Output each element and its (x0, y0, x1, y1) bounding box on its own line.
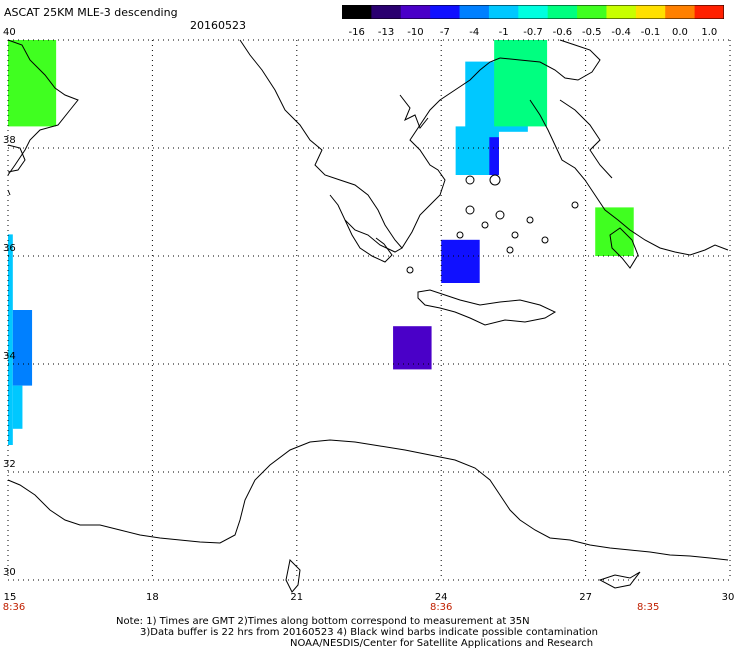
latitude-label: 32 (3, 459, 16, 470)
longitude-label: 15 (3, 592, 17, 603)
colorbar-label: -13 (377, 27, 395, 38)
latitude-label: 30 (3, 567, 16, 578)
colorbar-label: -4 (469, 27, 480, 38)
data-swath (489, 137, 499, 175)
latitude-label: 36 (3, 243, 16, 254)
colorbar-cell (665, 5, 696, 19)
colorbar-cell (430, 5, 461, 19)
data-swath (12, 385, 23, 429)
map-title: ASCAT 25KM MLE-3 descending (4, 6, 178, 19)
colorbar-label: -0.6 (552, 27, 573, 38)
colorbar-cell (459, 5, 490, 19)
data-swath (393, 326, 432, 370)
note-line-2: 3)Data buffer is 22 hrs from 20160523 4)… (140, 627, 598, 638)
colorbar (342, 5, 724, 19)
colorbar-cell (518, 5, 549, 19)
colorbar-label: -16 (348, 27, 365, 38)
colorbar-cell (342, 5, 372, 19)
longitude-label: 24 (434, 592, 448, 603)
latitude-label: 38 (3, 135, 16, 146)
time-label: 8:36 (429, 602, 453, 613)
colorbar-label: -10 (407, 27, 424, 38)
longitude-label: 27 (579, 592, 592, 603)
longitude-label: 18 (146, 592, 159, 603)
colorbar-cell (547, 5, 578, 19)
colorbar-label: 1.0 (701, 27, 718, 38)
graticule (7, 39, 731, 581)
colorbar-label: -7 (439, 27, 450, 38)
colorbar-cell (606, 5, 637, 19)
colorbar-cell (400, 5, 431, 19)
colorbar-cell (694, 5, 724, 19)
colorbar-label: -0.5 (582, 27, 602, 38)
longitude-label: 30 (721, 592, 735, 603)
time-label: 8:35 (636, 602, 660, 613)
colorbar-cell (577, 5, 607, 19)
colorbar-label: -0.7 (523, 27, 543, 38)
data-swath (8, 234, 13, 445)
colorbar-label: -0.4 (611, 27, 631, 38)
data-swath (12, 310, 33, 386)
latitude-label: 40 (3, 27, 16, 38)
data-swath (441, 239, 480, 283)
latitude-label: 34 (3, 351, 16, 362)
colorbar-label: -0.1 (640, 27, 661, 38)
coastlines (7, 39, 729, 593)
swath-layer (8, 40, 634, 445)
colorbar-label: 0.0 (671, 27, 688, 38)
data-swath (8, 40, 57, 127)
colorbar-cell (371, 5, 402, 19)
note-line-3: NOAA/NESDIS/Center for Satellite Applica… (290, 638, 594, 649)
colorbar-cell (635, 5, 666, 19)
colorbar-cell (488, 5, 519, 19)
longitude-label: 21 (290, 592, 304, 603)
map-date: 20160523 (190, 19, 246, 32)
time-label: 8:36 (2, 602, 26, 613)
note-line-1: Note: 1) Times are GMT 2)Times along bot… (116, 616, 530, 627)
colorbar-label: -1 (498, 27, 509, 38)
